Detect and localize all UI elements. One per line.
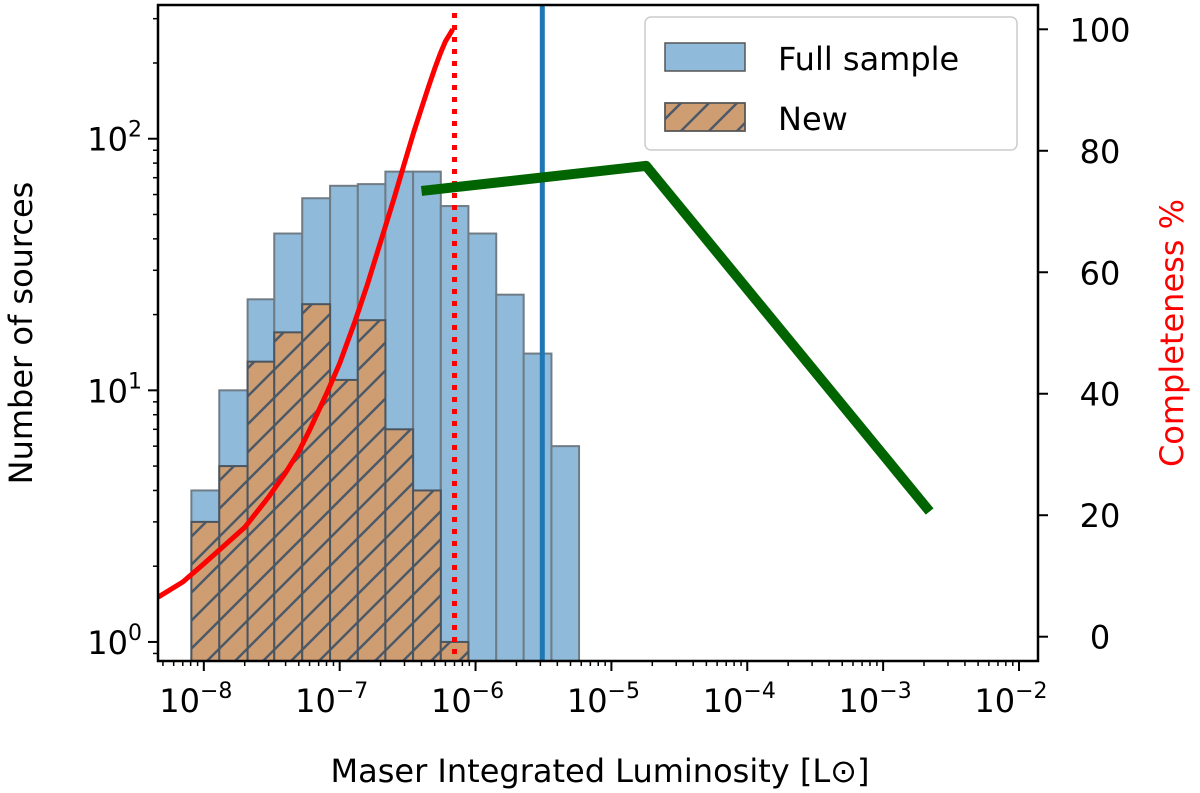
y2-tick-label: 100: [1069, 11, 1130, 49]
y-tick-label: 100: [87, 621, 142, 662]
y2-tick-label: 20: [1080, 497, 1121, 535]
bar-new-hatch: [356, 319, 387, 662]
x-tick-label: 10−2: [974, 679, 1047, 720]
y-axis-title: Number of sources: [2, 182, 40, 485]
bar-full-sample: [550, 445, 581, 662]
x-tick-label: 10−7: [295, 679, 368, 720]
bar-new-hatch: [218, 465, 249, 662]
bar-new-hatch: [412, 489, 442, 662]
broken-power-law-line: [420, 160, 934, 515]
bar-full-sample: [522, 352, 553, 662]
x-axis-title: Maser Integrated Luminosity [L⊙]: [331, 752, 870, 790]
x-tick-label: 10−3: [839, 679, 912, 720]
y2-tick-label: 0: [1090, 619, 1110, 657]
y2-tick-label: 40: [1080, 376, 1121, 414]
bar-new-hatch: [190, 520, 221, 663]
legend-swatch-new-hatch: [664, 102, 746, 132]
y2-tick-label: 60: [1080, 254, 1121, 292]
legend-label-full-sample: Full sample: [778, 40, 959, 78]
bar-new-hatch: [384, 428, 415, 663]
legend: Full sample New: [644, 16, 1018, 151]
bar-full-sample: [495, 293, 525, 662]
x-tick-label: 10−8: [159, 679, 232, 720]
y-tick-label: 102: [87, 118, 142, 159]
y2-tick-label: 80: [1080, 133, 1121, 171]
legend-swatch-full-sample: [664, 42, 746, 72]
x-tick-label: 10−6: [431, 679, 504, 720]
y-tick-label: 101: [87, 369, 142, 410]
y2-axis-title: Completeness %: [1153, 199, 1191, 467]
completeness-curve: [158, 27, 455, 600]
bar-new-hatch: [273, 331, 304, 662]
bar-full-sample: [467, 232, 498, 662]
plot-lines: [158, 5, 934, 661]
bar-new-hatch: [301, 303, 332, 662]
bar-new-hatch: [329, 378, 359, 662]
x-tick-label: 10−4: [703, 679, 776, 720]
x-tick-label: 10−5: [567, 679, 640, 720]
axis-ticks: 10−8 10−7 10−6 10−5 10−4 10−3 10−2 100 101 102 0 20…: [87, 11, 1130, 720]
legend-label-new: New: [778, 100, 848, 138]
bar-new-hatch: [246, 360, 276, 662]
